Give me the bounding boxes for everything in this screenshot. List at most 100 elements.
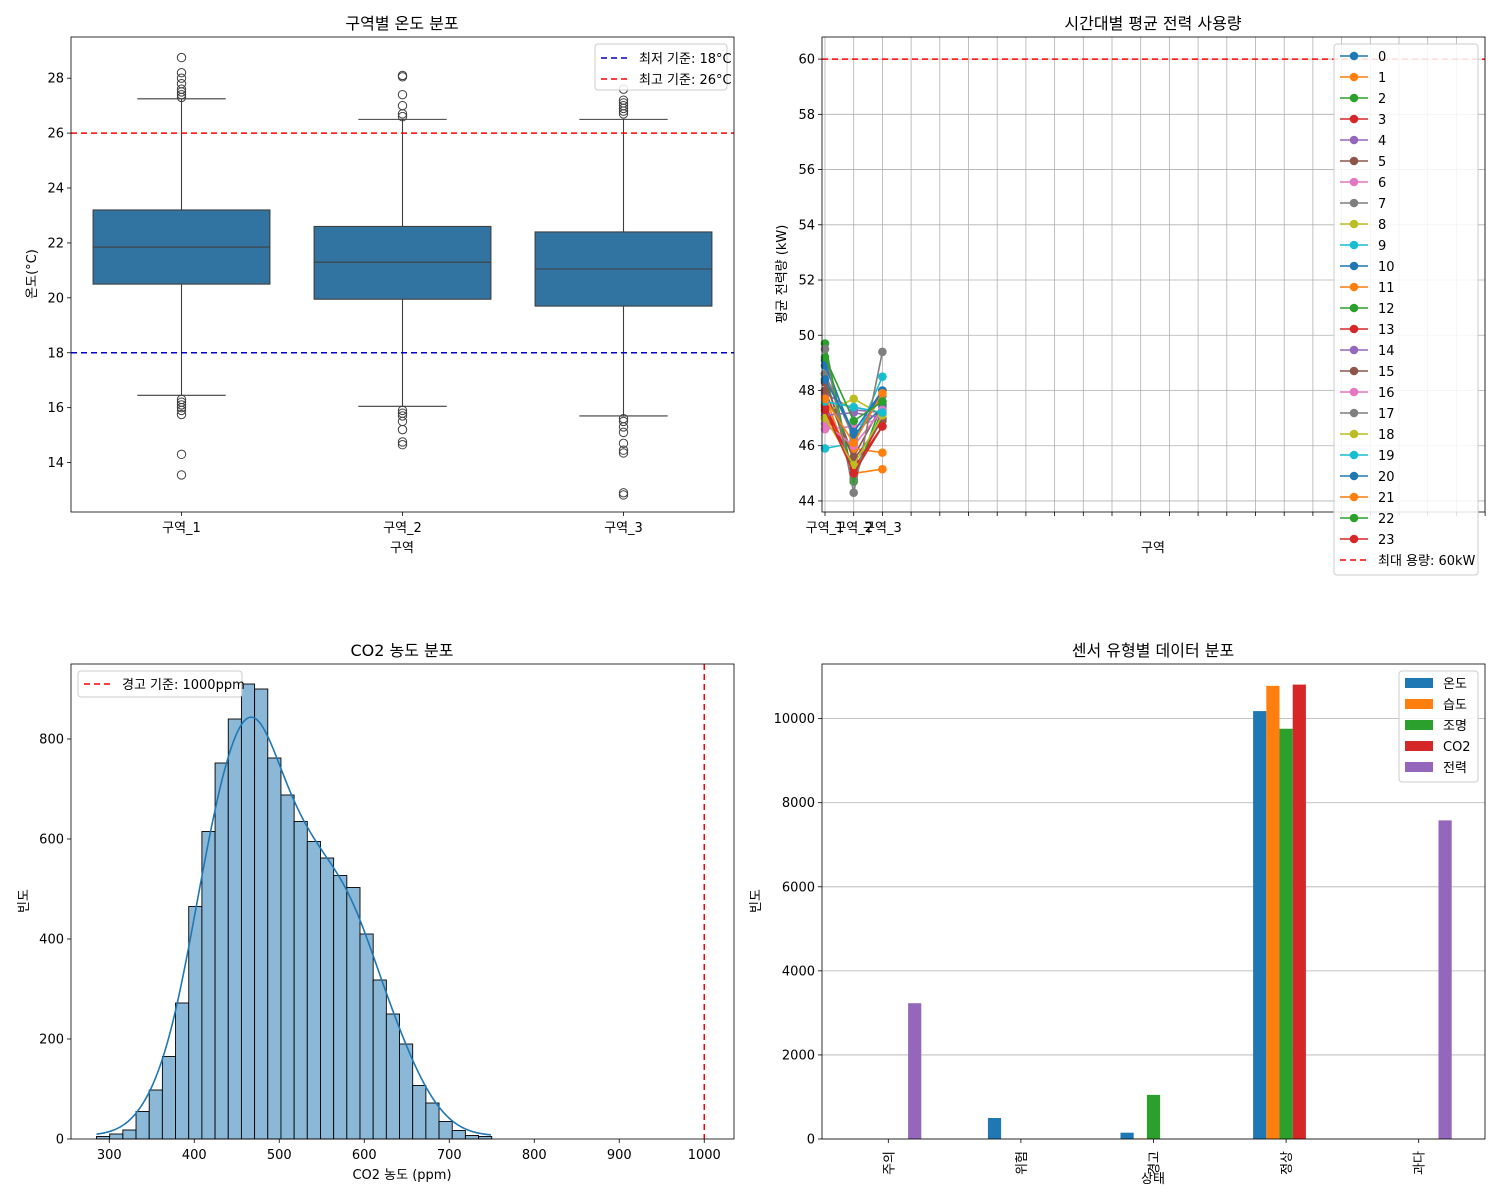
histogram-bar [464, 1135, 480, 1140]
line-series-23-point [849, 469, 858, 478]
line-chart-legend-marker [1349, 345, 1359, 355]
line-chart-legend-label: 3 [1378, 113, 1386, 128]
line-chart-legend-marker [1349, 198, 1359, 208]
histogram-bar [227, 718, 242, 1140]
line-chart-legend-marker [1349, 177, 1359, 187]
bar-습도 [1266, 685, 1280, 1139]
bar-chart-y-tick-label: 8000 [782, 796, 815, 811]
box-outlier-point [618, 422, 629, 432]
box-chart-title: 구역별 온도 분포 [345, 14, 458, 33]
line-series-19-point [849, 402, 858, 412]
histogram-bar [214, 762, 229, 1140]
line-series-17-point [878, 347, 887, 357]
line-series-21-point [849, 438, 858, 448]
line-series-11-point [878, 448, 887, 457]
bar-chart-x-tick-label: 경고 [1148, 1151, 1163, 1175]
line-series-17-point [849, 488, 858, 497]
box-outlier-point [618, 488, 629, 498]
histogram-bar [109, 1133, 124, 1140]
line-series-23-point [878, 422, 887, 431]
box-outlier-point [618, 106, 629, 116]
box-chart-y-axis-label: 온도(°C) [25, 249, 40, 299]
line-chart-y-tick-label: 46 [798, 439, 815, 454]
histogram-bar [412, 1085, 427, 1140]
histogram-y-tick-label: 0 [56, 1133, 64, 1148]
co2-histogram-chart: CO2 농도 분포 CO2 농도 (ppm) 빈도 0 200 400 600 800 3… [17, 641, 735, 1183]
box-chart-legend [594, 43, 728, 91]
histogram-bar [175, 1002, 190, 1140]
line-chart-legend-marker [1349, 303, 1359, 313]
box-outlier-point [618, 490, 629, 500]
line-chart-y-tick-label: 44 [798, 494, 815, 509]
histogram-x-axis-label: CO2 농도 (ppm) [352, 1168, 451, 1183]
histogram-legend [77, 670, 243, 698]
line-chart-legend-marker [1349, 492, 1359, 502]
bar-chart-legend-swatch [1405, 678, 1433, 688]
histogram-bar [293, 821, 308, 1140]
histogram-bar [188, 906, 203, 1140]
box-outlier-point [176, 449, 187, 460]
box-outlier-point [397, 424, 408, 435]
box-outlier-point [618, 445, 629, 455]
line-chart-y-tick-label: 50 [798, 329, 815, 344]
histogram-bar [425, 1102, 440, 1140]
line-chart-legend-marker [1349, 156, 1359, 166]
histogram-bar [135, 1111, 150, 1140]
histogram-plot-area: 0 200 400 600 800 300 400 500 600 700 800 900 1000 경고… [39, 663, 735, 1163]
histogram-bar [267, 757, 282, 1140]
line-chart-legend-marker [1349, 387, 1359, 397]
histogram-x-tick-label: 600 [352, 1148, 377, 1163]
box-outlier-point [618, 448, 629, 458]
bar-온도 [987, 1117, 1002, 1139]
histogram-x-tick-label: 400 [182, 1148, 207, 1163]
line-series-23-point [820, 405, 830, 415]
box-outlier-point [618, 109, 629, 119]
bar-전력 [908, 1003, 922, 1139]
histogram-bar [240, 683, 256, 1140]
bar-chart-x-tick-label: 주의 [882, 1151, 897, 1175]
bar-온도 [1253, 711, 1267, 1139]
box-outlier-point [176, 470, 187, 480]
bar-조명 [1146, 1094, 1161, 1139]
bar-chart-legend-swatch [1405, 741, 1433, 751]
power-line-chart: 시간대별 평균 전력 사용량 구역 평균 전력량 (kW) 4446485052… [775, 14, 1486, 576]
bar-chart-y-tick-label: 4000 [782, 964, 815, 979]
histogram-y-tick-label: 200 [39, 1033, 64, 1048]
line-chart-legend-label: 1 [1378, 71, 1386, 86]
line-chart-legend-label: 22 [1378, 512, 1395, 527]
box-chart-x-axis-label: 구역 [390, 541, 414, 556]
box-outlier-point [397, 72, 408, 82]
box-chart-plot-area: 14 16 18 20 22 24 26 28 구역_1 구역_2 구역_3 최저 기준: 18°C 최… [47, 36, 735, 536]
histogram-kde-curve [96, 716, 491, 1136]
histogram-y-tick-label: 600 [39, 833, 64, 848]
line-chart-legend-label: 최대 용량: 60kW [1378, 554, 1476, 569]
histogram-legend-label: 경고 기준: 1000ppm [122, 678, 245, 693]
line-chart-legend-label: 19 [1378, 449, 1395, 464]
histogram-y-axis-label: 빈도 [17, 889, 32, 913]
line-chart-x-axis-label: 구역 [1141, 541, 1165, 556]
box-outlier-point [397, 411, 408, 421]
box-chart-x-tick-label: 구역_2 [383, 521, 422, 536]
histogram-bar [306, 841, 321, 1140]
histogram-bar [122, 1129, 137, 1140]
line-series-21-point [878, 388, 887, 398]
bar-chart-x-tick-label: 정상 [1280, 1151, 1295, 1175]
line-chart-legend-label: 5 [1378, 155, 1386, 170]
line-chart-legend-marker [1349, 135, 1359, 145]
box-chart-y-tick-label: 28 [47, 72, 64, 87]
line-series-20-point [849, 427, 858, 437]
box-chart-legend-label: 최고 기준: 26°C [639, 73, 732, 88]
histogram-bar [399, 1043, 414, 1140]
box-outlier-point [176, 89, 187, 100]
line-chart-y-tick-label: 54 [798, 218, 815, 233]
line-chart-legend-label: 9 [1378, 239, 1386, 254]
line-chart-legend [1333, 43, 1479, 576]
histogram-x-tick-label: 300 [97, 1148, 122, 1163]
line-chart-legend-label: 14 [1378, 344, 1395, 359]
bar-chart-legend-swatch [1405, 699, 1433, 709]
histogram-title: CO2 농도 분포 [351, 641, 454, 660]
box-outlier-point [618, 416, 629, 427]
bar-chart-legend-label: 전력 [1443, 761, 1467, 776]
